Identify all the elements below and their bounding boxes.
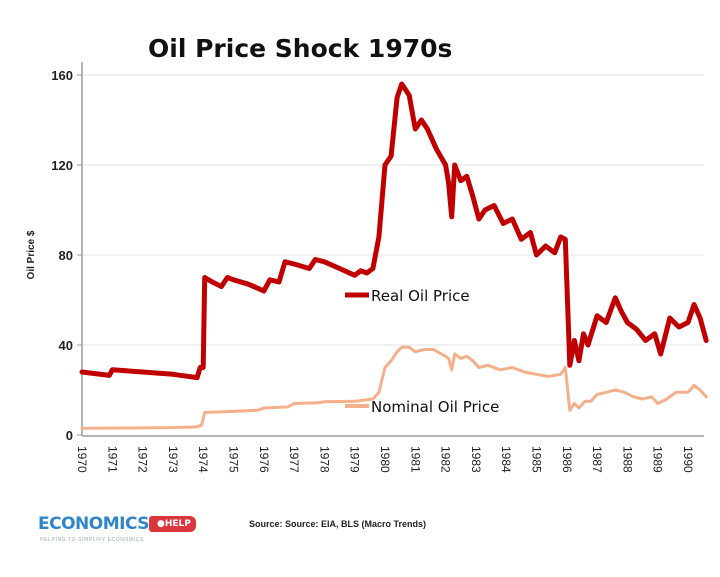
x-tick-label: 1973 — [166, 446, 180, 473]
series-nominal-oil-price-line — [80, 345, 708, 430]
x-tick-label: 1983 — [469, 446, 483, 473]
x-tick-label: 1975 — [227, 446, 241, 473]
series-real-oil-price-line — [79, 81, 709, 381]
y-tick-label: 120 — [51, 158, 73, 173]
logo-word: ECONOMICS — [38, 514, 150, 534]
x-tick-label: 1971 — [105, 446, 119, 473]
y-tick-label: 0 — [66, 428, 73, 443]
x-tick-label: 1976 — [257, 446, 271, 473]
x-tick-label: 1985 — [530, 446, 544, 473]
legend-nominal: Nominal Oil Price — [345, 398, 499, 416]
x-tick-label: 1986 — [560, 446, 574, 473]
x-tick-label: 1979 — [348, 446, 362, 473]
logo-tag: ●HELP — [149, 516, 196, 532]
y-tick-label: 80 — [59, 248, 73, 263]
x-tick-label: 1989 — [651, 446, 665, 473]
x-tick-label: 1980 — [378, 446, 392, 473]
legend-real-label: Real Oil Price — [371, 287, 470, 305]
series-group — [79, 81, 709, 430]
legend-nominal-label: Nominal Oil Price — [371, 398, 499, 416]
y-axis-ticks: 0 40 80 120 160 — [51, 68, 73, 443]
x-tick-label: 1970 — [75, 446, 89, 473]
x-tick-label: 1981 — [408, 446, 422, 473]
x-tick-label: 1988 — [620, 446, 634, 473]
x-tick-label: 1977 — [287, 446, 301, 473]
chart-title: Oil Price Shock 1970s — [148, 34, 452, 63]
x-tick-label: 1990 — [681, 446, 695, 473]
x-tick-label: 1982 — [439, 446, 453, 473]
x-tick-label: 1978 — [317, 446, 331, 473]
legend-real: Real Oil Price — [345, 287, 470, 305]
y-tick-label: 160 — [51, 68, 73, 83]
x-tick-label: 1972 — [136, 446, 150, 473]
gridlines — [77, 74, 704, 436]
economics-help-logo: ECONOMICS ●HELP HELPING TO SIMPLIFY ECON… — [38, 514, 196, 548]
x-tick-label: 1984 — [499, 446, 513, 473]
logo-tagline: HELPING TO SIMPLIFY ECONOMICS — [40, 537, 144, 543]
y-tick-label: 40 — [59, 338, 73, 353]
x-axis-ticks: 1970 1971 1972 1973 1974 1975 1976 1977 1978 1979… — [75, 446, 695, 473]
x-tick-label: 1974 — [196, 446, 210, 473]
source-note: Source: Source: EIA, BLS (Macro Trends) — [249, 519, 427, 529]
x-tick-label: 1987 — [590, 446, 604, 473]
y-axis-label: Oil Price $ — [26, 230, 37, 279]
